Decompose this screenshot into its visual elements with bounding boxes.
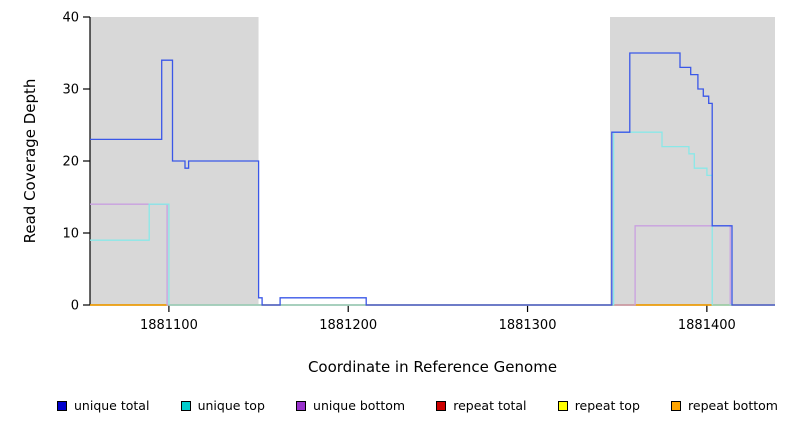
y-tick-label: 10 <box>62 227 79 242</box>
legend-item-repeat-bottom: repeat bottom <box>671 398 778 413</box>
legend-swatch <box>180 400 191 411</box>
shaded-region <box>610 17 775 305</box>
legend-item-repeat-top: repeat top <box>557 398 640 413</box>
y-tick-label: 0 <box>71 299 79 314</box>
legend-label: unique bottom <box>313 398 406 413</box>
legend-item-unique-total: unique total <box>57 398 149 413</box>
series-line-unique-top <box>90 131 775 306</box>
legend-swatch <box>57 400 67 411</box>
coverage-plot: 0 10 20 30 40 1881100 1881200 1881300 1881400 <box>62 11 775 333</box>
legend-swatch <box>436 400 447 411</box>
legend-label: repeat total <box>453 398 527 413</box>
series-line-unique-total <box>90 52 775 306</box>
legend-label: unique top <box>197 398 265 413</box>
legend-item-unique-bottom: unique bottom <box>296 398 405 413</box>
x-tick-label: 1881200 <box>319 318 377 333</box>
x-tick-label: 1881400 <box>678 318 736 333</box>
legend-swatch <box>557 400 568 411</box>
legend-item-repeat-total: repeat total <box>436 398 527 413</box>
legend-label: repeat bottom <box>688 398 778 413</box>
legend-label: unique total <box>74 398 150 413</box>
legend: unique total unique top unique bottom re… <box>0 398 792 413</box>
x-axis-label: Coordinate in Reference Genome <box>307 358 558 376</box>
y-tick-label: 40 <box>62 11 79 26</box>
legend-label: repeat top <box>574 398 640 413</box>
series-line-unique-bottom <box>90 203 775 306</box>
y-tick-label: 20 <box>62 155 79 170</box>
legend-swatch <box>296 400 307 411</box>
x-tick-label: 1881300 <box>499 318 557 333</box>
legend-item-unique-top: unique top <box>180 398 265 413</box>
y-tick-label: 30 <box>62 83 79 98</box>
legend-swatch <box>671 400 682 411</box>
y-axis-label: Read Coverage Depth <box>21 78 39 244</box>
x-tick-label: 1881100 <box>140 318 198 333</box>
